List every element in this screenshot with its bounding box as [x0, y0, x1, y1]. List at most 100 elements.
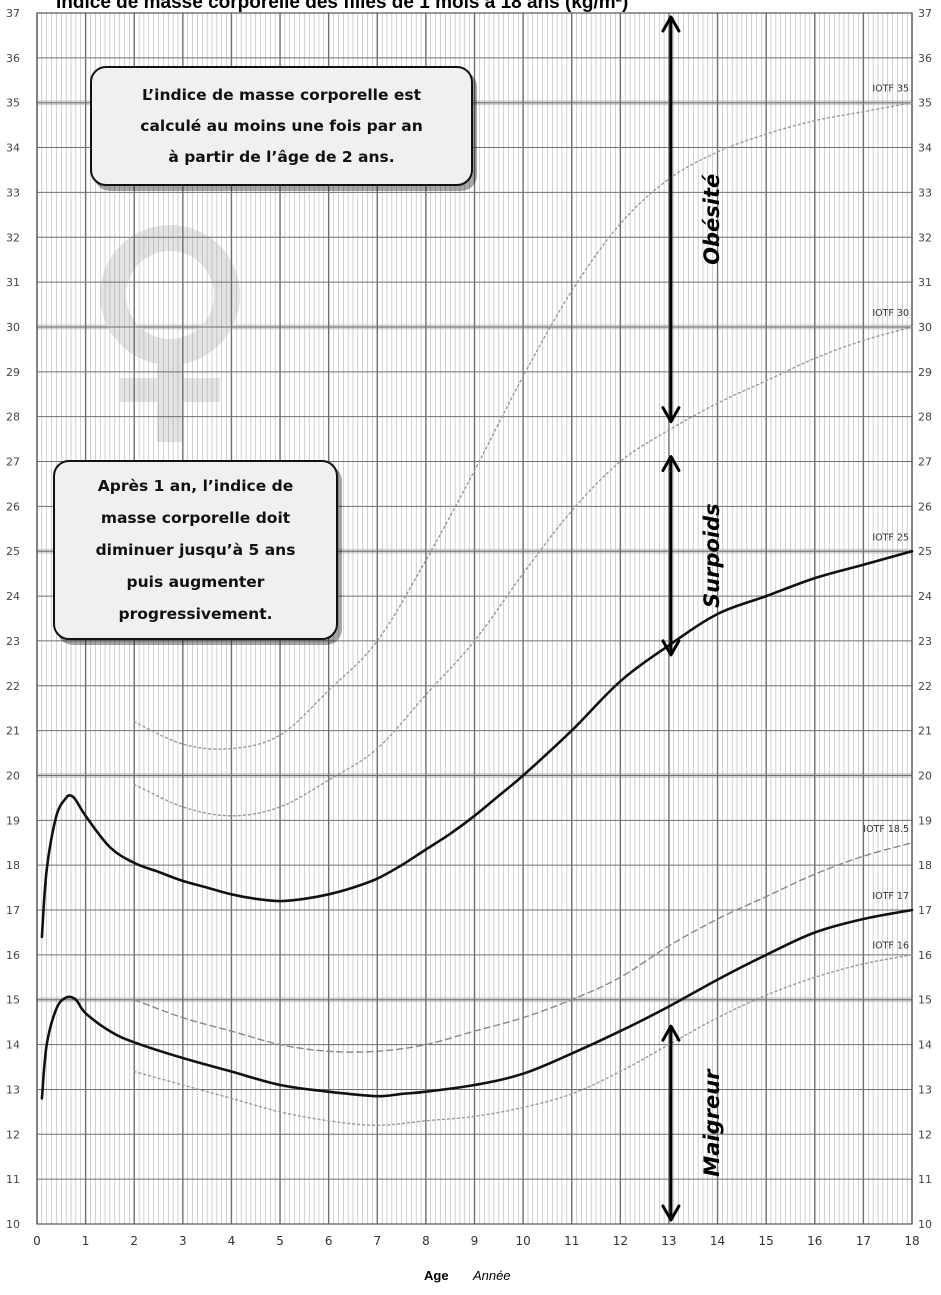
grid-lines [36, 12, 913, 1225]
series-line-1 [40, 908, 914, 1100]
series-line-5 [133, 954, 913, 1127]
y-tick-left: 20 [6, 769, 20, 782]
x-tick: 5 [276, 1234, 284, 1248]
y-tick-right: 31 [918, 276, 932, 289]
y-tick-right: 24 [918, 590, 932, 603]
y-tick-left: 17 [6, 904, 20, 917]
y-tick-left: 26 [6, 500, 20, 513]
y-tick-right: 15 [918, 994, 932, 1007]
y-tick-left: 15 [6, 994, 20, 1007]
y-tick-right: 33 [918, 186, 932, 199]
y-tick-right: 35 [918, 97, 932, 110]
plot-frame [36, 12, 913, 1225]
x-tick: 18 [904, 1234, 919, 1248]
y-tick-right: 27 [918, 456, 932, 469]
y-tick-left: 25 [6, 545, 20, 558]
y-tick-right: 25 [918, 545, 932, 558]
y-tick-right: 29 [918, 366, 932, 379]
series-lines [40, 102, 914, 1127]
x-tick: 1 [82, 1234, 90, 1248]
curve-label: IOTF 17 [872, 891, 909, 902]
x-tick: 2 [130, 1234, 138, 1248]
y-tick-left: 23 [6, 635, 20, 648]
x-axis-unit: Année [472, 1268, 511, 1283]
y-tick-left: 10 [6, 1218, 20, 1231]
curve-label: IOTF 25 [872, 532, 909, 543]
y-tick-left: 28 [6, 411, 20, 424]
note-middle-line-1: Après 1 an, l’indice de [97, 477, 294, 495]
y-tick-right: 11 [918, 1173, 932, 1186]
x-tick-labels: 0 1 2 3 4 5 6 7 8 9 10 11 12 13 14 15 16 17 18 [33, 1234, 919, 1248]
y-tick-left: 22 [6, 680, 20, 693]
zone-label: Maigreur [700, 1068, 724, 1177]
female-symbol-icon [100, 225, 240, 442]
zone-arrow-head-up [661, 1024, 681, 1042]
y-tick-right: 21 [918, 725, 932, 738]
y-tick-right: 13 [918, 1083, 932, 1096]
zone-arrow-head-up [661, 15, 681, 33]
y-tick-left: 36 [6, 52, 20, 65]
x-axis-title: Age [424, 1268, 449, 1283]
curve-label: IOTF 18.5 [863, 824, 909, 835]
y-tick-left: 14 [6, 1039, 20, 1052]
y-tick-right: 34 [918, 142, 932, 155]
y-tick-left: 18 [6, 859, 20, 872]
note-middle-line-2: masse corporelle doit [100, 509, 291, 527]
y-tick-left: 33 [6, 186, 20, 199]
y-tick-left: 30 [6, 321, 20, 334]
y-tick-right: 18 [918, 859, 932, 872]
curve-label: IOTF 16 [872, 940, 909, 951]
x-axis-label: Age Année [424, 1268, 511, 1283]
y-tick-left: 13 [6, 1083, 20, 1096]
x-tick: 10 [515, 1234, 530, 1248]
y-tick-right: 37 [918, 7, 932, 20]
y-tick-right: 17 [918, 904, 932, 917]
y-tick-right: 20 [918, 769, 932, 782]
curve-label: IOTF 30 [872, 308, 909, 319]
note-middle-line-3: diminuer jusqu’à 5 ans [95, 541, 296, 559]
y-tick-labels-right: 10 11 12 13 14 15 16 17 18 19 20 21 22 23 24 25 26 27 28 29… [918, 7, 932, 1231]
chart-title: Indice de masse corporelle des filles de… [56, 0, 628, 13]
x-tick: 8 [422, 1234, 430, 1248]
y-tick-right: 16 [918, 949, 932, 962]
series-line-4 [133, 842, 913, 1053]
y-tick-right: 19 [918, 814, 932, 827]
x-tick: 13 [661, 1234, 676, 1248]
series-line-2 [133, 102, 913, 750]
note-top-line-1: L’indice de masse corporelle est [141, 85, 422, 104]
y-tick-left: 19 [6, 814, 20, 827]
x-tick: 16 [807, 1234, 822, 1248]
y-tick-right: 36 [918, 52, 932, 65]
curve-labels: IOTF 35 IOTF 30 IOTF 25 IOTF 18.5 IOTF 17 IOT… [863, 84, 909, 952]
y-tick-right: 32 [918, 231, 932, 244]
y-tick-left: 29 [6, 366, 20, 379]
y-tick-labels-left: 10 11 12 13 14 15 16 17 18 19 20 21 22 23 24 25 26 27 28 29… [6, 7, 20, 1231]
x-tick: 15 [759, 1234, 774, 1248]
note-top-line-2: calculé au moins une fois par an [140, 116, 423, 135]
x-tick: 0 [33, 1234, 41, 1248]
y-tick-left: 27 [6, 456, 20, 469]
note-middle-line-4: puis augmenter [126, 573, 265, 591]
note-middle: Après 1 an, l’indice de masse corporelle… [53, 460, 338, 640]
x-tick: 11 [564, 1234, 579, 1248]
note-top-line-3: à partir de l’âge de 2 ans. [168, 147, 395, 166]
y-tick-left: 35 [6, 97, 20, 110]
series-line-0 [40, 549, 914, 939]
y-tick-left: 31 [6, 276, 20, 289]
zone-label: Obésité [700, 174, 724, 265]
y-tick-left: 11 [6, 1173, 20, 1186]
x-tick: 7 [373, 1234, 381, 1248]
curve-label: IOTF 35 [872, 84, 909, 95]
x-tick: 12 [613, 1234, 628, 1248]
zone-arrow-head-down [661, 406, 681, 424]
y-tick-right: 14 [918, 1039, 932, 1052]
series-line-3 [133, 326, 913, 817]
y-tick-left: 24 [6, 590, 20, 603]
y-tick-left: 32 [6, 231, 20, 244]
y-tick-left: 34 [6, 142, 20, 155]
y-tick-left: 16 [6, 949, 20, 962]
zone-arrow-head-up [661, 455, 681, 473]
y-tick-left: 12 [6, 1128, 20, 1141]
y-tick-right: 10 [918, 1218, 932, 1231]
